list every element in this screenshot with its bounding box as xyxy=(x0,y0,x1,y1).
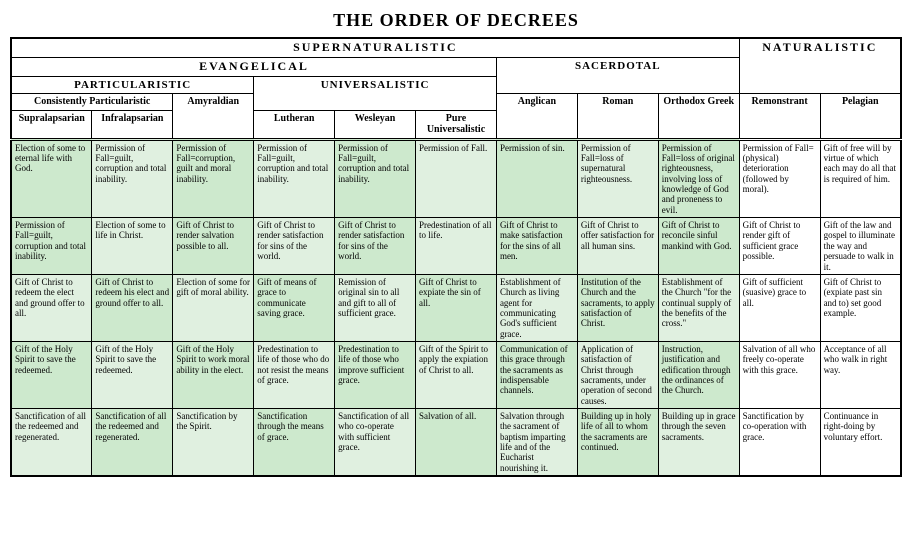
table-row: Permission of Fall=guilt, corruption and… xyxy=(11,218,901,275)
table-cell: Sanctification of all the redeemed and r… xyxy=(92,408,173,476)
table-cell: Gift of Christ to expiate the sin of all… xyxy=(416,274,497,341)
hdr-supernaturalistic: SUPERNATURALISTIC xyxy=(11,38,739,57)
table-cell: Gift of Christ to offer satisfaction for… xyxy=(577,218,658,275)
table-cell: Sanctification of all who co-operate wit… xyxy=(335,408,416,476)
table-cell: Predestination of all to life. xyxy=(416,218,497,275)
table-cell: Sanctification of all the redeemed and r… xyxy=(11,408,92,476)
hdr-infralapsarian: Infralapsarian xyxy=(92,110,173,139)
table-cell: Gift of Christ to reconcile sinful manki… xyxy=(658,218,739,275)
table-cell: Communication of this grace through the … xyxy=(496,341,577,408)
table-row: Gift of Christ to redeem the elect and g… xyxy=(11,274,901,341)
table-cell: Instruction, justification and edificati… xyxy=(658,341,739,408)
table-cell: Sanctification through the means of grac… xyxy=(254,408,335,476)
table-cell: Gift of means of grace to communicate sa… xyxy=(254,274,335,341)
table-cell: Salvation of all. xyxy=(416,408,497,476)
page-title: THE ORDER OF DECREES xyxy=(10,10,902,31)
table-cell: Gift of the Holy Spirit to save the rede… xyxy=(11,341,92,408)
hdr-consistently: Consistently Particularistic xyxy=(11,94,173,111)
hdr-supralapsarian: Supralapsarian xyxy=(11,110,92,139)
table-cell: Acceptance of all who walk in right way. xyxy=(820,341,901,408)
table-cell: Permission of Fall=loss of supernatural … xyxy=(577,139,658,217)
table-cell: Permission of Fall=(physical) deteriorat… xyxy=(739,139,820,217)
hdr-pure-univ: Pure Universalistic xyxy=(416,110,497,139)
table-cell: Gift of the Spirit to apply the expiatio… xyxy=(416,341,497,408)
table-cell: Permission of Fall=guilt, corruption and… xyxy=(254,139,335,217)
table-cell: Predestination to life of those who do n… xyxy=(254,341,335,408)
table-cell: Election of some for gift of moral abili… xyxy=(173,274,254,341)
table-cell: Permission of Fall=guilt, corruption and… xyxy=(11,218,92,275)
table-cell: Remission of original sin to all and gif… xyxy=(335,274,416,341)
table-cell: Permission of Fall=corruption, guilt and… xyxy=(173,139,254,217)
table-cell: Sanctification by co-operation with grac… xyxy=(739,408,820,476)
hdr-roman: Roman xyxy=(577,94,658,140)
hdr-amyraldian: Amyraldian xyxy=(173,94,254,140)
table-cell: Permission of Fall=guilt, corruption and… xyxy=(92,139,173,217)
hdr-sacerdotal: SACERDOTAL xyxy=(496,57,739,93)
table-cell: Gift of sufficient (suasive) grace to al… xyxy=(739,274,820,341)
table-cell: Application of satisfaction of Christ th… xyxy=(577,341,658,408)
hdr-remonstrant: Remonstrant xyxy=(739,94,820,140)
table-cell: Gift of Christ to (expiate past sin and … xyxy=(820,274,901,341)
hdr-orthodox: Orthodox Greek xyxy=(658,94,739,140)
hdr-wesleyan: Wesleyan xyxy=(335,110,416,139)
table-body: Election of some to eternal life with Go… xyxy=(11,139,901,476)
table-cell: Permission of sin. xyxy=(496,139,577,217)
table-cell: Permission of Fall. xyxy=(416,139,497,217)
table-cell: Gift of free will by virtue of which eac… xyxy=(820,139,901,217)
table-cell: Gift of Christ to render salvation possi… xyxy=(173,218,254,275)
hdr-lutheran: Lutheran xyxy=(254,110,335,139)
table-cell: Gift of the Holy Spirit to work moral ab… xyxy=(173,341,254,408)
table-cell: Continuance in right-doing by voluntary … xyxy=(820,408,901,476)
table-row: Election of some to eternal life with Go… xyxy=(11,139,901,217)
table-cell: Permission of Fall=loss of original righ… xyxy=(658,139,739,217)
table-row: Gift of the Holy Spirit to save the rede… xyxy=(11,341,901,408)
hdr-naturalistic: NATURALISTIC xyxy=(739,38,901,94)
hdr-evangelical: EVANGELICAL xyxy=(11,57,496,76)
table-cell: Institution of the Church and the sacram… xyxy=(577,274,658,341)
table-cell: Establishment of Church as living agent … xyxy=(496,274,577,341)
table-cell: Election of some to eternal life with Go… xyxy=(11,139,92,217)
decrees-table: SUPERNATURALISTIC NATURALISTIC EVANGELIC… xyxy=(10,37,902,477)
hdr-pelagian: Pelagian xyxy=(820,94,901,140)
table-cell: Gift of Christ to render satisfaction fo… xyxy=(254,218,335,275)
table-cell: Gift of Christ to redeem his elect and g… xyxy=(92,274,173,341)
table-cell: Gift of Christ to render gift of suffici… xyxy=(739,218,820,275)
table-cell: Building up in grace through the seven s… xyxy=(658,408,739,476)
table-cell: Establishment of the Church "for the con… xyxy=(658,274,739,341)
table-cell: Gift of Christ to redeem the elect and g… xyxy=(11,274,92,341)
hdr-particularistic: PARTICULARISTIC xyxy=(11,76,254,94)
table-cell: Salvation through the sacrament of bapti… xyxy=(496,408,577,476)
table-cell: Gift of the law and gospel to illuminate… xyxy=(820,218,901,275)
table-cell: Predestination to life of those who impr… xyxy=(335,341,416,408)
table-cell: Election of some to life in Christ. xyxy=(92,218,173,275)
table-cell: Building up in holy life of all to whom … xyxy=(577,408,658,476)
hdr-anglican: Anglican xyxy=(496,94,577,140)
table-cell: Gift of Christ to render satisfaction fo… xyxy=(335,218,416,275)
table-cell: Sanctification by the Spirit. xyxy=(173,408,254,476)
table-cell: Salvation of all who freely co-operate w… xyxy=(739,341,820,408)
table-row: Sanctification of all the redeemed and r… xyxy=(11,408,901,476)
table-cell: Gift of Christ to make satisfaction for … xyxy=(496,218,577,275)
hdr-universalistic: UNIVERSALISTIC xyxy=(254,76,497,110)
table-cell: Permission of Fall=guilt, corruption and… xyxy=(335,139,416,217)
table-cell: Gift of the Holy Spirit to save the rede… xyxy=(92,341,173,408)
